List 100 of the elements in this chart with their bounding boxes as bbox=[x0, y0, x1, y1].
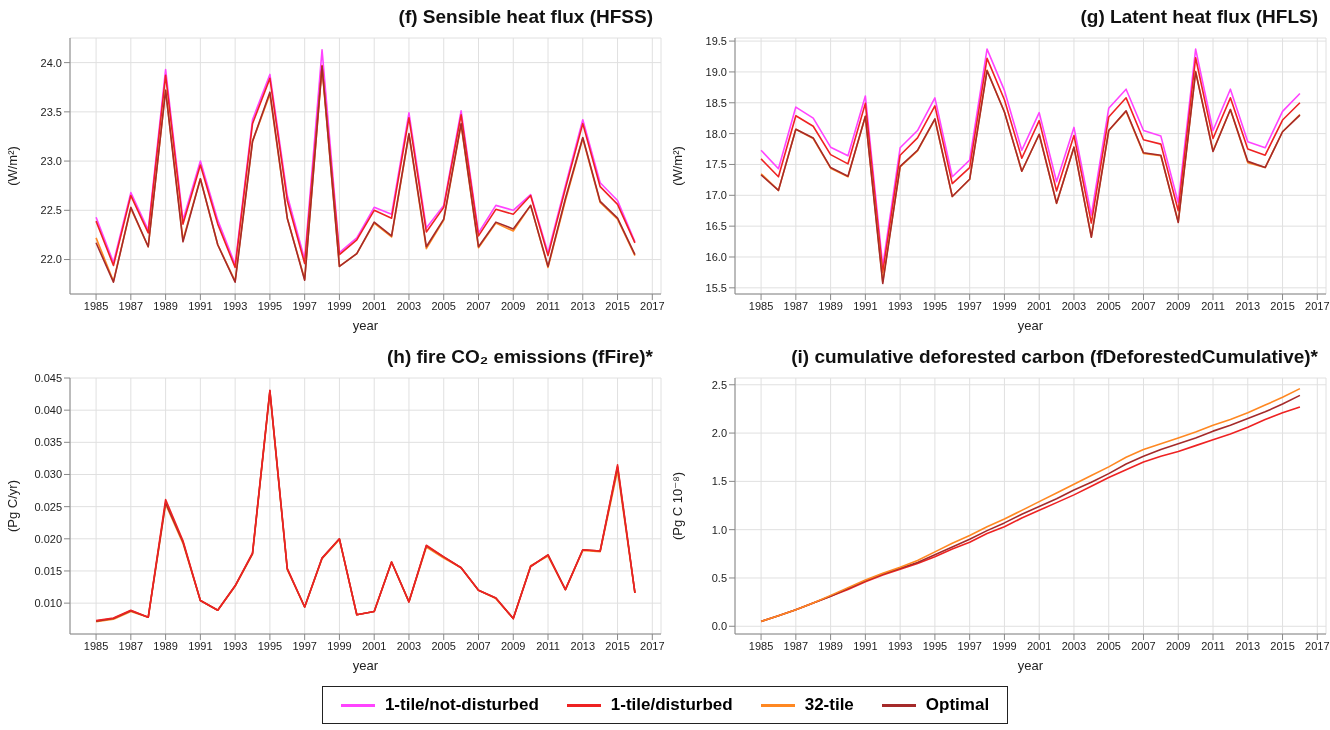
x-tick-label: 1991 bbox=[853, 639, 878, 652]
x-tick-label: 2003 bbox=[1061, 639, 1087, 652]
x-tick-label: 1993 bbox=[887, 639, 913, 652]
y-tick-label: 0.020 bbox=[34, 532, 62, 545]
x-tick-label: 2015 bbox=[1270, 639, 1295, 652]
y-tick-label: 0.030 bbox=[34, 468, 62, 481]
x-tick-label: 2009 bbox=[501, 299, 526, 312]
y-axis-title: (W/m²) bbox=[669, 146, 685, 186]
y-tick-label: 0.025 bbox=[34, 500, 62, 513]
x-tick-label: 2007 bbox=[466, 639, 491, 652]
x-tick-label: 1989 bbox=[818, 639, 843, 652]
y-tick-label: 22.0 bbox=[40, 253, 62, 266]
x-tick-label: 1995 bbox=[257, 639, 283, 652]
y-tick-label: 16.5 bbox=[705, 220, 727, 233]
x-tick-label: 1989 bbox=[153, 299, 178, 312]
x-tick-label: 1987 bbox=[118, 299, 144, 312]
y-axis-title: (Pg C 10⁻⁸) bbox=[669, 472, 685, 540]
x-tick-label: 2005 bbox=[431, 639, 456, 652]
y-tick-label: 0.045 bbox=[34, 371, 62, 384]
x-tick-label: 2009 bbox=[1166, 299, 1191, 312]
y-tick-label: 16.0 bbox=[705, 250, 727, 263]
chart-title: (f) Sensible heat flux (HFSS) bbox=[397, 5, 654, 29]
y-tick-label: 22.5 bbox=[40, 204, 62, 217]
x-axis-title: year bbox=[1017, 658, 1044, 673]
x-tick-label: 2005 bbox=[1096, 639, 1121, 652]
x-tick-label: 1997 bbox=[957, 299, 982, 312]
x-tick-label: 1999 bbox=[992, 299, 1017, 312]
y-tick-label: 0.015 bbox=[34, 564, 62, 577]
y-tick-label: 19.0 bbox=[705, 65, 727, 78]
x-tick-label: 2013 bbox=[1235, 299, 1261, 312]
x-tick-label: 2011 bbox=[1201, 639, 1225, 652]
x-tick-label: 1989 bbox=[153, 639, 178, 652]
x-tick-label: 1999 bbox=[327, 299, 352, 312]
x-tick-label: 2011 bbox=[536, 299, 560, 312]
y-tick-label: 18.0 bbox=[705, 127, 727, 140]
x-tick-label: 2001 bbox=[1026, 639, 1052, 652]
x-tick-label: 1999 bbox=[327, 639, 352, 652]
x-tick-label: 1993 bbox=[222, 299, 248, 312]
legend-label: 1-tile/disturbed bbox=[610, 695, 733, 715]
x-tick-label: 2007 bbox=[1131, 299, 1156, 312]
x-tick-label: 2001 bbox=[1026, 299, 1052, 312]
y-axis-title: (W/m²) bbox=[4, 146, 20, 186]
x-tick-label: 2013 bbox=[570, 299, 596, 312]
x-tick-label: 2005 bbox=[1096, 299, 1121, 312]
y-tick-label: 15.5 bbox=[705, 281, 727, 294]
x-tick-label: 2003 bbox=[1061, 299, 1087, 312]
x-tick-label: 2009 bbox=[501, 639, 526, 652]
x-tick-label: 1997 bbox=[292, 299, 317, 312]
x-tick-label: 2003 bbox=[396, 639, 422, 652]
y-tick-label: 24.0 bbox=[40, 56, 62, 69]
x-tick-label: 1987 bbox=[118, 639, 144, 652]
y-tick-label: 0.010 bbox=[34, 597, 62, 610]
x-tick-label: 1997 bbox=[957, 639, 982, 652]
x-tick-label: 2007 bbox=[1131, 639, 1156, 652]
x-tick-label: 2001 bbox=[361, 299, 387, 312]
legend-label: 1-tile/not-disturbed bbox=[384, 695, 539, 715]
y-tick-label: 17.0 bbox=[705, 189, 727, 202]
x-tick-label: 2011 bbox=[1201, 299, 1225, 312]
x-tick-label: 2001 bbox=[361, 639, 387, 652]
y-axis-title: (Pg C/yr) bbox=[4, 480, 20, 532]
x-tick-label: 1991 bbox=[188, 639, 213, 652]
legend-label: Optimal bbox=[925, 695, 990, 715]
x-tick-label: 2009 bbox=[1166, 639, 1191, 652]
legend-label: 32-tile bbox=[804, 695, 854, 715]
chart-title: (g) Latent heat flux (HFLS) bbox=[1079, 5, 1319, 29]
x-tick-label: 1991 bbox=[853, 299, 878, 312]
x-tick-label: 1995 bbox=[922, 299, 948, 312]
y-tick-label: 0.0 bbox=[711, 620, 727, 633]
x-tick-label: 2015 bbox=[1270, 299, 1295, 312]
x-axis-title: year bbox=[1017, 318, 1044, 333]
y-tick-label: 23.5 bbox=[40, 105, 62, 118]
x-tick-label: 2017 bbox=[1305, 639, 1330, 652]
x-tick-label: 1995 bbox=[257, 299, 283, 312]
x-tick-label: 2003 bbox=[396, 299, 422, 312]
x-tick-label: 2013 bbox=[1235, 639, 1261, 652]
x-tick-label: 1987 bbox=[783, 299, 809, 312]
chart-title: (h) fire CO₂ emissions (fFire)* bbox=[386, 346, 653, 367]
x-tick-label: 2013 bbox=[570, 639, 596, 652]
x-tick-label: 2017 bbox=[640, 639, 665, 652]
x-tick-label: 1999 bbox=[992, 639, 1017, 652]
x-tick-label: 1995 bbox=[922, 639, 948, 652]
x-tick-label: 1997 bbox=[292, 639, 317, 652]
y-tick-label: 0.035 bbox=[34, 436, 62, 449]
x-tick-label: 2011 bbox=[536, 639, 560, 652]
y-tick-label: 1.0 bbox=[711, 523, 727, 536]
y-tick-label: 23.0 bbox=[40, 154, 62, 167]
y-tick-label: 19.5 bbox=[705, 34, 727, 47]
y-tick-label: 1.5 bbox=[711, 475, 727, 488]
x-tick-label: 2017 bbox=[640, 299, 665, 312]
x-tick-label: 2005 bbox=[431, 299, 456, 312]
x-tick-label: 1991 bbox=[188, 299, 213, 312]
x-tick-label: 1989 bbox=[818, 299, 843, 312]
x-tick-label: 1993 bbox=[887, 299, 913, 312]
y-tick-label: 18.5 bbox=[705, 96, 727, 109]
y-tick-label: 0.040 bbox=[34, 404, 62, 417]
x-tick-label: 2015 bbox=[605, 299, 630, 312]
x-tick-label: 2017 bbox=[1305, 299, 1330, 312]
x-tick-label: 1985 bbox=[748, 299, 774, 312]
x-tick-label: 1985 bbox=[748, 639, 774, 652]
y-tick-label: 0.5 bbox=[711, 571, 727, 584]
